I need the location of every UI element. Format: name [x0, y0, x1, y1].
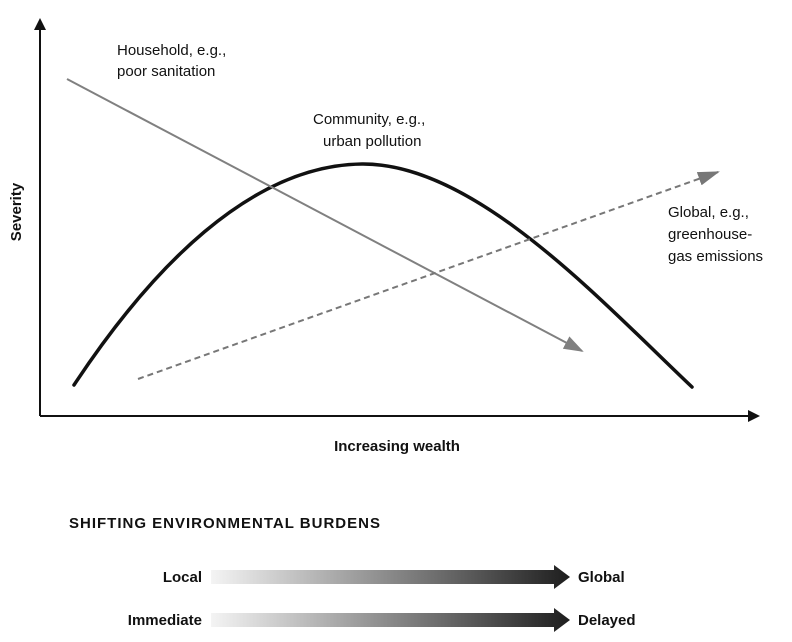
household-label: Household, e.g., poor sanitation — [117, 42, 226, 80]
global-label-line2: greenhouse- — [668, 226, 752, 243]
household-label-line2: poor sanitation — [117, 63, 215, 80]
burden-row-immediate-delayed: Immediate Delayed — [128, 608, 636, 632]
burden-row-to-label: Global — [578, 569, 625, 586]
burdens-title: SHIFTING ENVIRONMENTAL BURDENS — [69, 515, 381, 532]
community-label-line1: Community, e.g., — [313, 111, 425, 128]
burden-row-from-label: Local — [163, 569, 202, 586]
burden-row-to-label: Delayed — [578, 612, 636, 629]
burden-row-from-label: Immediate — [128, 612, 202, 629]
household-label-line1: Household, e.g., — [117, 42, 226, 59]
global-label-line1: Global, e.g., — [668, 204, 749, 221]
global-label: Global, e.g., greenhouse- gas emissions — [668, 204, 763, 265]
burden-gradient-arrow — [211, 608, 570, 632]
burden-gradient-arrow — [211, 565, 570, 589]
community-label-line2: urban pollution — [323, 133, 421, 150]
y-axis-label: Severity — [8, 182, 25, 241]
global-label-line3: gas emissions — [668, 248, 763, 265]
household-curve — [66, 78, 584, 352]
x-axis-label: Increasing wealth — [334, 438, 460, 455]
burden-row-local-global: Local Global — [163, 565, 625, 589]
global-curve — [137, 171, 720, 380]
community-curve — [72, 162, 694, 389]
community-label: Community, e.g., urban pollution — [313, 111, 425, 150]
